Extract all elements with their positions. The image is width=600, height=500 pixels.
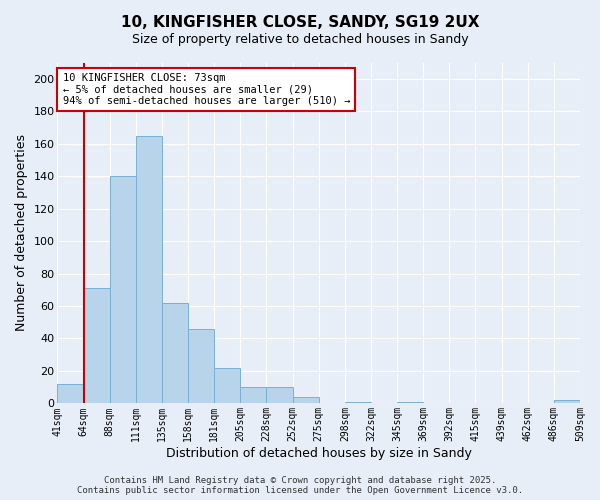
Text: 10, KINGFISHER CLOSE, SANDY, SG19 2UX: 10, KINGFISHER CLOSE, SANDY, SG19 2UX xyxy=(121,15,479,30)
X-axis label: Distribution of detached houses by size in Sandy: Distribution of detached houses by size … xyxy=(166,447,472,460)
Bar xyxy=(345,402,371,404)
Bar xyxy=(241,387,266,404)
Bar xyxy=(266,387,293,404)
Bar xyxy=(110,176,136,404)
Bar xyxy=(83,288,110,404)
Y-axis label: Number of detached properties: Number of detached properties xyxy=(15,134,28,332)
Bar xyxy=(136,136,162,404)
Bar xyxy=(188,328,214,404)
Bar xyxy=(554,400,580,404)
Bar xyxy=(293,397,319,404)
Bar xyxy=(162,303,188,404)
Bar xyxy=(397,402,423,404)
Bar xyxy=(214,368,241,404)
Text: 10 KINGFISHER CLOSE: 73sqm
← 5% of detached houses are smaller (29)
94% of semi-: 10 KINGFISHER CLOSE: 73sqm ← 5% of detac… xyxy=(62,72,350,106)
Text: Contains HM Land Registry data © Crown copyright and database right 2025.
Contai: Contains HM Land Registry data © Crown c… xyxy=(77,476,523,495)
Text: Size of property relative to detached houses in Sandy: Size of property relative to detached ho… xyxy=(131,32,469,46)
Bar xyxy=(58,384,83,404)
